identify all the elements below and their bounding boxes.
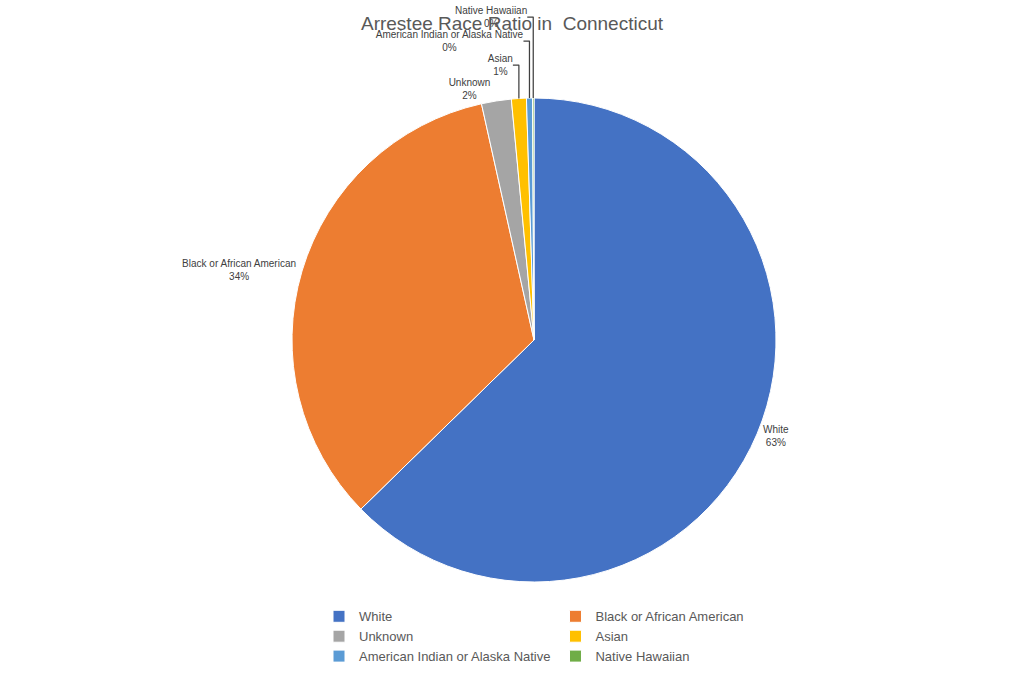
svg-text:American Indian or Alaska Nati: American Indian or Alaska Native0% [376,29,524,53]
svg-text:Native Hawaiian: Native Hawaiian [595,649,689,664]
svg-text:Arrestee Race Ratio in Connec: Arrestee Race Ratio in Connecticut [361,13,664,34]
svg-text:Black or African American34%: Black or African American34% [182,258,296,282]
svg-text:Asian1%: Asian1% [488,53,513,77]
svg-text:Unknown: Unknown [359,629,413,644]
svg-text:Unknown2%: Unknown2% [449,77,491,101]
svg-text:White63%: White63% [763,424,789,448]
svg-text:White: White [359,609,392,624]
svg-text:Black or African American: Black or African American [595,609,743,624]
svg-text:American Indian or Alaska Nati: American Indian or Alaska Native [359,649,550,664]
svg-text:Asian: Asian [595,629,628,644]
svg-text:Native Hawaiian0%: Native Hawaiian0% [455,5,527,29]
